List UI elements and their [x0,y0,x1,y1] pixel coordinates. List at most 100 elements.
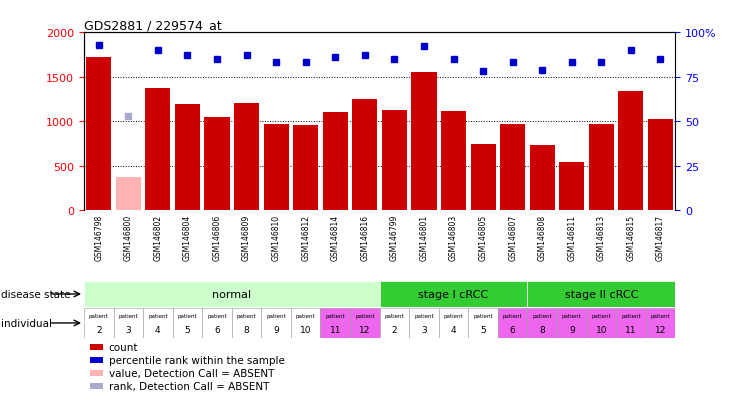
Bar [439,309,469,338]
Text: patient: patient [591,313,611,318]
Bar [527,309,557,338]
Bar [202,309,231,338]
Text: GSM146812: GSM146812 [301,214,310,260]
Text: patient: patient [89,313,109,318]
Bar [409,309,439,338]
Bar [353,100,377,211]
Text: 8: 8 [539,325,545,334]
Bar [469,309,498,338]
Text: 11: 11 [625,325,637,334]
Bar [589,124,614,211]
Text: GSM146798: GSM146798 [94,214,103,260]
Text: 5: 5 [185,325,191,334]
Text: GSM146804: GSM146804 [183,214,192,260]
Bar [587,309,616,338]
Text: patient: patient [266,313,286,318]
Bar [86,58,111,211]
Bar [618,92,643,211]
Text: stage I cRCC: stage I cRCC [418,289,488,299]
Text: 2: 2 [391,325,397,334]
Text: 9: 9 [569,325,575,334]
Text: GSM146813: GSM146813 [597,214,606,260]
Bar [380,281,527,308]
Text: GSM146803: GSM146803 [449,214,458,260]
Text: GSM146811: GSM146811 [567,214,576,260]
Text: 2: 2 [96,325,101,334]
Text: normal: normal [212,289,251,299]
Text: GSM146817: GSM146817 [656,214,665,260]
Bar [498,309,527,338]
Text: 8: 8 [244,325,250,334]
Bar [291,309,320,338]
Text: stage II cRCC: stage II cRCC [564,289,638,299]
Bar [527,281,675,308]
Text: 6: 6 [510,325,515,334]
Text: 12: 12 [655,325,666,334]
Bar [293,126,318,211]
Bar [380,309,409,338]
Bar [320,309,350,338]
Bar [90,344,103,351]
Text: 6: 6 [214,325,220,334]
Text: 12: 12 [359,325,371,334]
Bar [471,145,496,211]
Bar [648,120,673,211]
Bar [234,104,259,211]
Bar [231,309,261,338]
Text: GSM146799: GSM146799 [390,214,399,261]
Text: GSM146806: GSM146806 [212,214,221,260]
Bar [412,73,437,211]
Text: GSM146807: GSM146807 [508,214,517,260]
Bar [350,309,380,338]
Text: GSM146814: GSM146814 [331,214,339,260]
Bar [204,117,229,211]
Bar [90,357,103,363]
Bar [114,309,143,338]
Text: GSM146810: GSM146810 [272,214,280,260]
Bar [175,105,200,211]
Bar [90,383,103,389]
Text: 3: 3 [421,325,427,334]
Bar [559,163,584,211]
Text: patient: patient [296,313,315,318]
Text: 5: 5 [480,325,486,334]
Bar [84,309,114,338]
Text: patient: patient [385,313,404,318]
Bar [264,124,288,211]
Text: patient: patient [148,313,168,318]
Text: patient: patient [326,313,345,318]
Text: patient: patient [473,313,493,318]
Bar [616,309,645,338]
Text: patient: patient [650,313,670,318]
Text: 4: 4 [450,325,456,334]
Bar [84,281,380,308]
Bar [645,309,675,338]
Text: disease state: disease state [1,289,71,299]
Text: 9: 9 [273,325,279,334]
Text: GSM146801: GSM146801 [420,214,429,260]
Bar [143,309,172,338]
Text: count: count [109,342,138,352]
Text: GSM146808: GSM146808 [538,214,547,260]
Text: patient: patient [355,313,374,318]
Text: GDS2881 / 229574_at: GDS2881 / 229574_at [84,19,222,32]
Bar [145,89,170,211]
Text: GSM146802: GSM146802 [153,214,162,260]
Text: percentile rank within the sample: percentile rank within the sample [109,355,285,365]
Bar [530,146,555,211]
Text: patient: patient [444,313,464,318]
Text: patient: patient [207,313,227,318]
Bar [172,309,202,338]
Text: individual: individual [1,318,53,328]
Text: patient: patient [118,313,138,318]
Text: 4: 4 [155,325,161,334]
Text: patient: patient [621,313,641,318]
Bar [557,309,586,338]
Text: rank, Detection Call = ABSENT: rank, Detection Call = ABSENT [109,381,269,391]
Bar [116,178,141,211]
Text: GSM146809: GSM146809 [242,214,251,260]
Bar [90,370,103,376]
Text: 10: 10 [300,325,312,334]
Text: patient: patient [532,313,552,318]
Text: GSM146805: GSM146805 [479,214,488,260]
